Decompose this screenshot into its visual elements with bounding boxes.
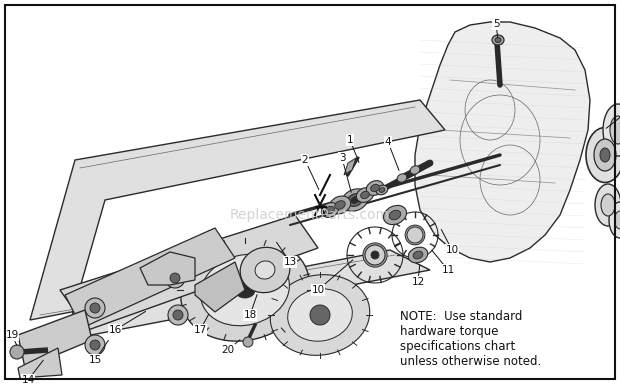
Ellipse shape bbox=[255, 261, 275, 279]
Ellipse shape bbox=[492, 35, 504, 45]
Ellipse shape bbox=[361, 191, 370, 199]
Text: 15: 15 bbox=[89, 355, 102, 365]
Ellipse shape bbox=[495, 38, 501, 43]
Ellipse shape bbox=[347, 194, 363, 207]
Text: 10: 10 bbox=[445, 245, 459, 255]
Ellipse shape bbox=[408, 247, 428, 263]
Ellipse shape bbox=[321, 203, 339, 217]
Ellipse shape bbox=[351, 197, 359, 203]
Polygon shape bbox=[18, 310, 92, 368]
Circle shape bbox=[168, 305, 188, 325]
Ellipse shape bbox=[270, 275, 370, 355]
Polygon shape bbox=[60, 215, 318, 330]
Ellipse shape bbox=[603, 104, 620, 156]
Ellipse shape bbox=[329, 196, 350, 214]
Polygon shape bbox=[30, 100, 445, 340]
Ellipse shape bbox=[586, 127, 620, 182]
Circle shape bbox=[407, 227, 423, 243]
Text: 18: 18 bbox=[244, 310, 257, 320]
Polygon shape bbox=[195, 262, 245, 312]
Text: ReplacementParts.com: ReplacementParts.com bbox=[230, 208, 390, 222]
Circle shape bbox=[365, 245, 385, 265]
Ellipse shape bbox=[376, 185, 388, 195]
Polygon shape bbox=[415, 22, 590, 262]
Ellipse shape bbox=[335, 201, 345, 209]
Ellipse shape bbox=[371, 184, 379, 192]
Text: 4: 4 bbox=[384, 137, 391, 147]
Circle shape bbox=[243, 337, 253, 347]
Text: 12: 12 bbox=[412, 277, 425, 287]
Ellipse shape bbox=[389, 210, 401, 220]
Ellipse shape bbox=[397, 174, 407, 182]
Text: 17: 17 bbox=[193, 325, 206, 335]
Circle shape bbox=[90, 303, 100, 313]
Text: 10: 10 bbox=[311, 285, 324, 295]
Ellipse shape bbox=[609, 202, 620, 238]
Circle shape bbox=[90, 340, 100, 350]
Text: 19: 19 bbox=[6, 330, 19, 340]
Circle shape bbox=[310, 305, 330, 325]
Ellipse shape bbox=[600, 148, 610, 162]
Text: 11: 11 bbox=[441, 265, 454, 275]
Ellipse shape bbox=[594, 139, 616, 171]
Circle shape bbox=[10, 345, 24, 359]
Ellipse shape bbox=[384, 205, 407, 225]
Circle shape bbox=[85, 335, 105, 355]
Polygon shape bbox=[140, 252, 195, 285]
Ellipse shape bbox=[614, 211, 620, 229]
Circle shape bbox=[85, 298, 105, 318]
Circle shape bbox=[363, 243, 387, 267]
Ellipse shape bbox=[181, 239, 309, 341]
Text: 14: 14 bbox=[21, 375, 35, 384]
Ellipse shape bbox=[342, 189, 368, 211]
Ellipse shape bbox=[413, 251, 423, 259]
Circle shape bbox=[173, 310, 183, 320]
Ellipse shape bbox=[240, 247, 290, 293]
Text: 16: 16 bbox=[108, 325, 122, 335]
Text: 2: 2 bbox=[302, 155, 308, 165]
Ellipse shape bbox=[410, 166, 420, 174]
Text: 3: 3 bbox=[339, 153, 345, 163]
Polygon shape bbox=[18, 348, 62, 378]
Text: 1: 1 bbox=[347, 135, 353, 145]
Text: 13: 13 bbox=[283, 257, 296, 267]
Polygon shape bbox=[65, 228, 235, 328]
Ellipse shape bbox=[201, 254, 290, 326]
Ellipse shape bbox=[356, 188, 374, 202]
Ellipse shape bbox=[379, 188, 385, 192]
Ellipse shape bbox=[366, 180, 384, 195]
Circle shape bbox=[170, 273, 180, 283]
Polygon shape bbox=[344, 158, 356, 175]
Ellipse shape bbox=[235, 282, 255, 298]
Text: NOTE:  Use standard
hardware torque
specifications chart
unless otherwise noted.: NOTE: Use standard hardware torque speci… bbox=[400, 310, 541, 368]
Ellipse shape bbox=[610, 116, 620, 144]
Ellipse shape bbox=[288, 289, 352, 341]
Ellipse shape bbox=[326, 206, 334, 214]
Ellipse shape bbox=[595, 184, 620, 226]
Text: 20: 20 bbox=[221, 345, 234, 355]
Ellipse shape bbox=[601, 194, 615, 216]
Text: 5: 5 bbox=[493, 19, 499, 29]
Circle shape bbox=[371, 251, 379, 259]
Circle shape bbox=[405, 225, 425, 245]
Circle shape bbox=[165, 268, 185, 288]
